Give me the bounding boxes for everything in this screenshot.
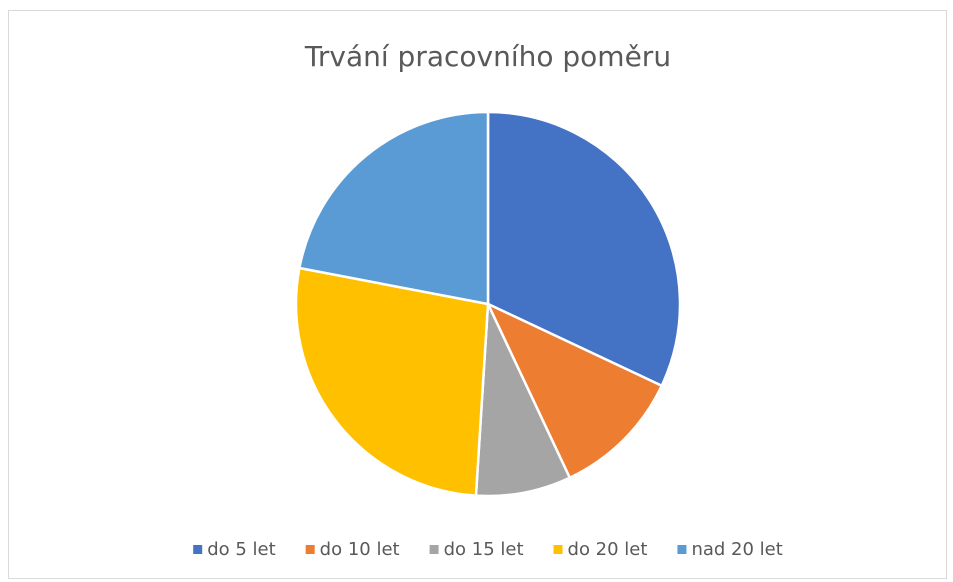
pie-slice: [486, 110, 682, 388]
legend-item: do 5 let: [193, 539, 276, 560]
legend-label: nad 20 let: [691, 539, 782, 560]
legend: do 5 let do 10 let do 15 let do 20 let nad 2…: [193, 539, 783, 560]
legend-swatch: [429, 545, 439, 554]
legend-swatch: [677, 545, 687, 554]
legend-label: do 20 let: [568, 539, 648, 560]
pie-slice: [294, 266, 490, 497]
legend-swatch: [553, 545, 563, 554]
legend-item: nad 20 let: [677, 539, 783, 560]
pie-slice: [485, 301, 664, 480]
pie-slice: [297, 110, 490, 306]
legend-label: do 15 let: [444, 539, 524, 560]
chart-title: Trvání pracovního poměru: [304, 40, 671, 73]
legend-label: do 10 let: [320, 539, 400, 560]
legend-label: do 5 let: [207, 539, 275, 560]
legend-item: do 20 let: [553, 539, 648, 560]
legend-item: do 15 let: [429, 539, 524, 560]
legend-item: do 10 let: [305, 539, 400, 560]
legend-swatch: [305, 545, 315, 554]
pie-slice: [474, 303, 572, 498]
legend-swatch: [193, 545, 203, 554]
pie: [294, 110, 682, 498]
